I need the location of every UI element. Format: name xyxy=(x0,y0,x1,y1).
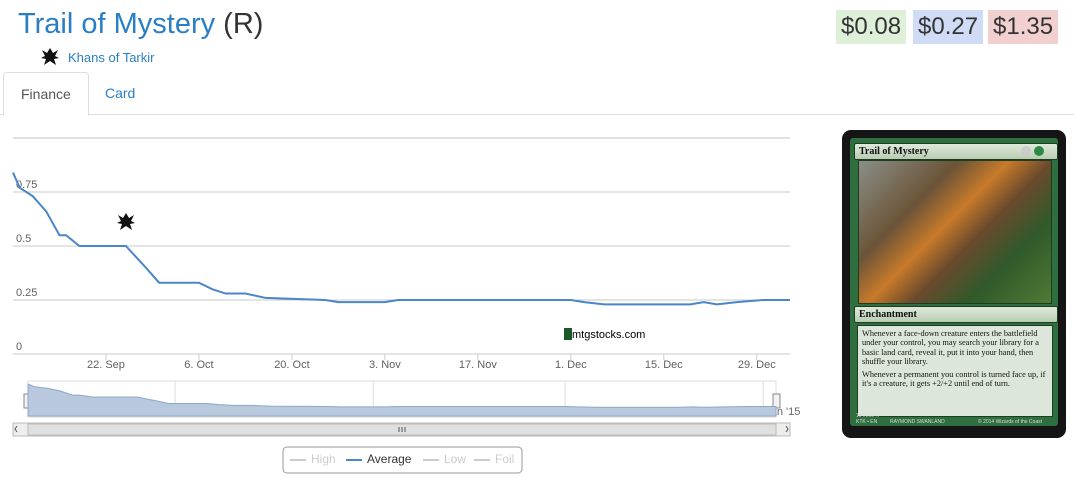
price-avg: $0.27 xyxy=(913,10,984,44)
scroll-arrows xyxy=(14,425,789,433)
rarity: (R) xyxy=(223,8,264,40)
x-tick-label: 22. Sep xyxy=(87,359,125,371)
card-art xyxy=(858,160,1052,304)
price-high: $1.35 xyxy=(988,10,1059,44)
y-tick-label: 0.5 xyxy=(16,233,31,245)
x-tick-label: 6. Oct xyxy=(184,359,213,371)
x-tick-label: 29. Dec xyxy=(738,359,776,371)
card-artist: Raymond Swanland xyxy=(890,419,945,425)
mana-cost xyxy=(1021,146,1044,156)
card-copyright: © 2014 Wizards of the Coast xyxy=(978,419,1042,425)
rules-text: Whenever a face-down creature enters the… xyxy=(862,329,1039,367)
x-tick-label: 1. Dec xyxy=(555,359,587,371)
tab[interactable]: Card xyxy=(105,85,136,101)
legend-item[interactable]: Average xyxy=(367,452,412,466)
legend-item[interactable]: Foil xyxy=(495,452,514,466)
card-text: Whenever a face-down creature enters the… xyxy=(857,325,1053,417)
card-name: Trail of Mystery xyxy=(854,143,1058,160)
price-line xyxy=(12,172,790,306)
card-type: Enchantment xyxy=(854,306,1058,323)
tab-line xyxy=(0,114,1074,115)
card-frame: Trail of Mystery Enchantment Whenever a … xyxy=(850,138,1058,426)
x-tick-label: 15. Dec xyxy=(645,359,683,371)
nav-area xyxy=(27,383,777,417)
legend-item[interactable]: Low xyxy=(444,452,466,466)
x-tick-label: 3. Nov xyxy=(369,359,401,371)
set-icon xyxy=(41,48,59,65)
set-link[interactable]: Khans of Tarkir xyxy=(68,49,155,65)
tab[interactable]: Finance xyxy=(3,72,89,116)
legend-box xyxy=(282,446,523,474)
price-low: $0.08 xyxy=(836,10,907,44)
credit[interactable]: mtgstocks.com xyxy=(572,329,645,341)
legend-item[interactable]: High xyxy=(311,452,336,466)
x-tick-label: 17. Nov xyxy=(459,359,497,371)
collector-number: 154/269 R xyxy=(856,413,880,419)
set-flag xyxy=(117,213,135,230)
card-image: Trail of Mystery Enchantment Whenever a … xyxy=(842,130,1066,438)
card-name-link[interactable]: Trail of Mystery xyxy=(18,8,216,40)
x-tick-label: 20. Oct xyxy=(274,359,309,371)
rules-text: Whenever a permanent you control is turn… xyxy=(862,369,1046,389)
card-title: Trail of Mystery (R) xyxy=(18,8,263,41)
scrollbar-grip xyxy=(398,427,406,432)
y-tick-label: 0 xyxy=(16,341,22,353)
y-tick-label: 0.25 xyxy=(16,287,37,299)
set-line: Khans of Tarkir xyxy=(40,47,154,67)
credit-icon xyxy=(564,328,572,340)
card-lang: KTK • EN xyxy=(856,419,878,425)
